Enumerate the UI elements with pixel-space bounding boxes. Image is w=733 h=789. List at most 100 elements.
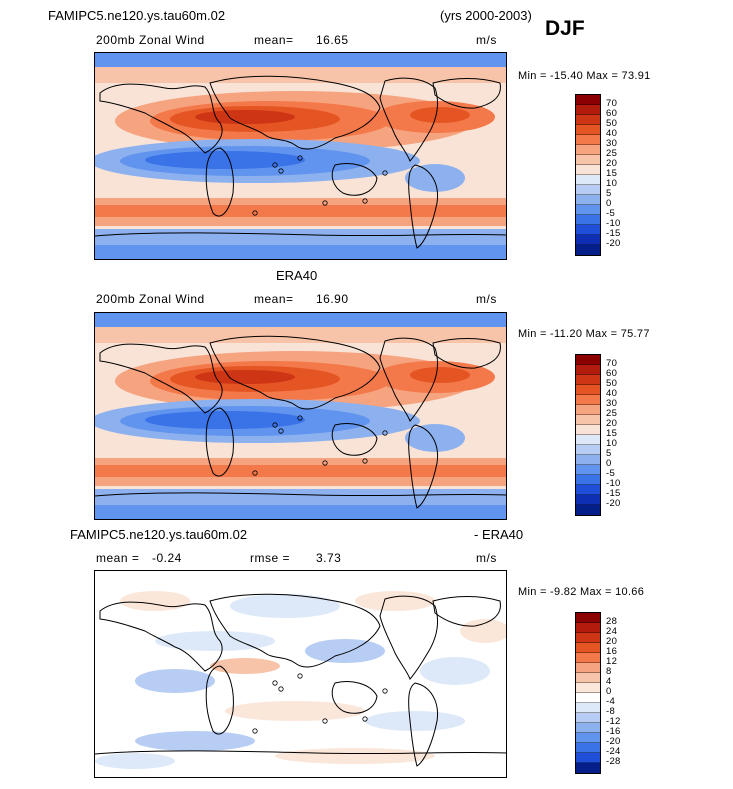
colorbar-swatch	[576, 195, 600, 205]
panel3-rmse-value: 3.73	[316, 551, 342, 565]
panel1-units: m/s	[476, 33, 497, 47]
panel3-minmax: Min = -9.82 Max = 10.66	[518, 586, 645, 598]
colorbar-tick-label: 24	[606, 626, 618, 637]
panel3-mean-label: mean =	[96, 551, 140, 565]
colorbar-swatch	[576, 485, 600, 495]
colorbar-tick-label: 30	[606, 138, 618, 149]
colorbar-swatch	[576, 643, 600, 653]
season-label: DJF	[545, 17, 585, 40]
panel3-rmse-label: rmse =	[250, 551, 291, 565]
panel3-colorbar	[575, 612, 601, 774]
panel1-mean-value: 16.65	[316, 33, 349, 47]
island-6	[252, 210, 258, 216]
colorbar-tick-label: -20	[606, 736, 621, 747]
colorbar-tick-label: 25	[606, 148, 618, 159]
panel2-variable: 200mb Zonal Wind	[96, 292, 205, 306]
diff-anomaly-10	[275, 748, 435, 764]
colorbar-swatch	[576, 723, 600, 733]
island-2	[297, 155, 303, 161]
colorbar-tick-label: -28	[606, 756, 621, 767]
diff-anomaly-3	[155, 631, 275, 651]
diff-anomaly-13	[460, 619, 506, 643]
colorbar-swatch	[576, 225, 600, 235]
diff-anomaly-12	[210, 658, 280, 674]
colorbar-swatch	[576, 653, 600, 663]
atlantic-easterlies	[405, 164, 465, 192]
coastline-2	[209, 75, 381, 150]
colorbar-swatch	[576, 95, 600, 105]
island-5	[382, 688, 388, 694]
colorbar-tick-label: 0	[606, 198, 612, 209]
colorbar-swatch	[576, 445, 600, 455]
coastline-6	[432, 596, 501, 627]
colorbar-swatch	[576, 415, 600, 425]
island-0	[272, 162, 278, 168]
coastline-3	[331, 681, 378, 714]
colorbar-tick-label: 50	[606, 118, 618, 129]
colorbar-tick-label: -10	[606, 218, 621, 229]
colorbar-swatch	[576, 465, 600, 475]
colorbar-tick-label: 50	[606, 378, 618, 389]
panel1-map-svg	[95, 53, 506, 259]
panel3-mean-value: -0.24	[152, 551, 182, 565]
diff-anomaly-11	[95, 753, 175, 769]
colorbar-tick-label: -4	[606, 696, 616, 707]
island-3	[322, 200, 328, 206]
colorbar-tick-label: -16	[606, 726, 621, 737]
colorbar-tick-label: 10	[606, 178, 618, 189]
panel2-title: ERA40	[276, 268, 318, 283]
southern-jet-core	[95, 465, 506, 477]
coastline-5	[408, 424, 439, 509]
coastline-0	[99, 601, 223, 672]
colorbar-tick-label: 0	[606, 458, 612, 469]
diff-anomaly-4	[305, 639, 385, 663]
colorbar-tick-label: 0	[606, 686, 612, 697]
colorbar-swatch	[576, 763, 600, 773]
coastline-4	[379, 77, 438, 162]
colorbar-tick-label: -15	[606, 228, 621, 239]
colorbar-tick-label: 10	[606, 438, 618, 449]
panel2-units: m/s	[476, 292, 497, 306]
colorbar-swatch	[576, 703, 600, 713]
panel1-map	[94, 52, 507, 260]
colorbar-swatch	[576, 633, 600, 643]
island-3	[322, 718, 328, 724]
diff-anomaly-7	[225, 701, 365, 721]
panel2-map-svg	[95, 313, 506, 519]
colorbar-swatch	[576, 683, 600, 693]
colorbar-swatch	[576, 235, 600, 245]
coastline-3	[331, 163, 378, 196]
colorbar-tick-label: -20	[606, 498, 621, 509]
coastline-7	[95, 492, 506, 497]
island-4	[362, 716, 368, 722]
field-band-north-polar	[95, 313, 506, 331]
colorbar-tick-label: 70	[606, 98, 618, 109]
coastline-7	[95, 232, 506, 237]
colorbar-swatch	[576, 105, 600, 115]
colorbar-swatch	[576, 355, 600, 365]
field-band-north-mid	[95, 67, 506, 83]
island-3	[322, 460, 328, 466]
colorbar-tick-label: 15	[606, 168, 618, 179]
colorbar-swatch	[576, 205, 600, 215]
jet-max	[195, 370, 295, 384]
antarctic-band	[95, 245, 506, 259]
colorbar-swatch	[576, 155, 600, 165]
coastline-2	[209, 335, 381, 410]
island-6	[252, 470, 258, 476]
colorbar-swatch	[576, 145, 600, 155]
colorbar-swatch	[576, 475, 600, 485]
colorbar-tick-label: 20	[606, 158, 618, 169]
diff-anomaly-5	[420, 657, 490, 685]
colorbar-tick-label: 60	[606, 108, 618, 119]
colorbar-tick-label: -15	[606, 488, 621, 499]
colorbar-swatch	[576, 245, 600, 255]
colorbar-swatch	[576, 505, 600, 515]
coastline-0	[99, 343, 223, 414]
coastline-1	[205, 407, 234, 477]
panel3-map	[94, 570, 507, 778]
colorbar-swatch	[576, 733, 600, 743]
colorbar-tick-label: 28	[606, 616, 618, 627]
colorbar-tick-label: 70	[606, 358, 618, 369]
diff-anomaly-9	[135, 731, 255, 751]
